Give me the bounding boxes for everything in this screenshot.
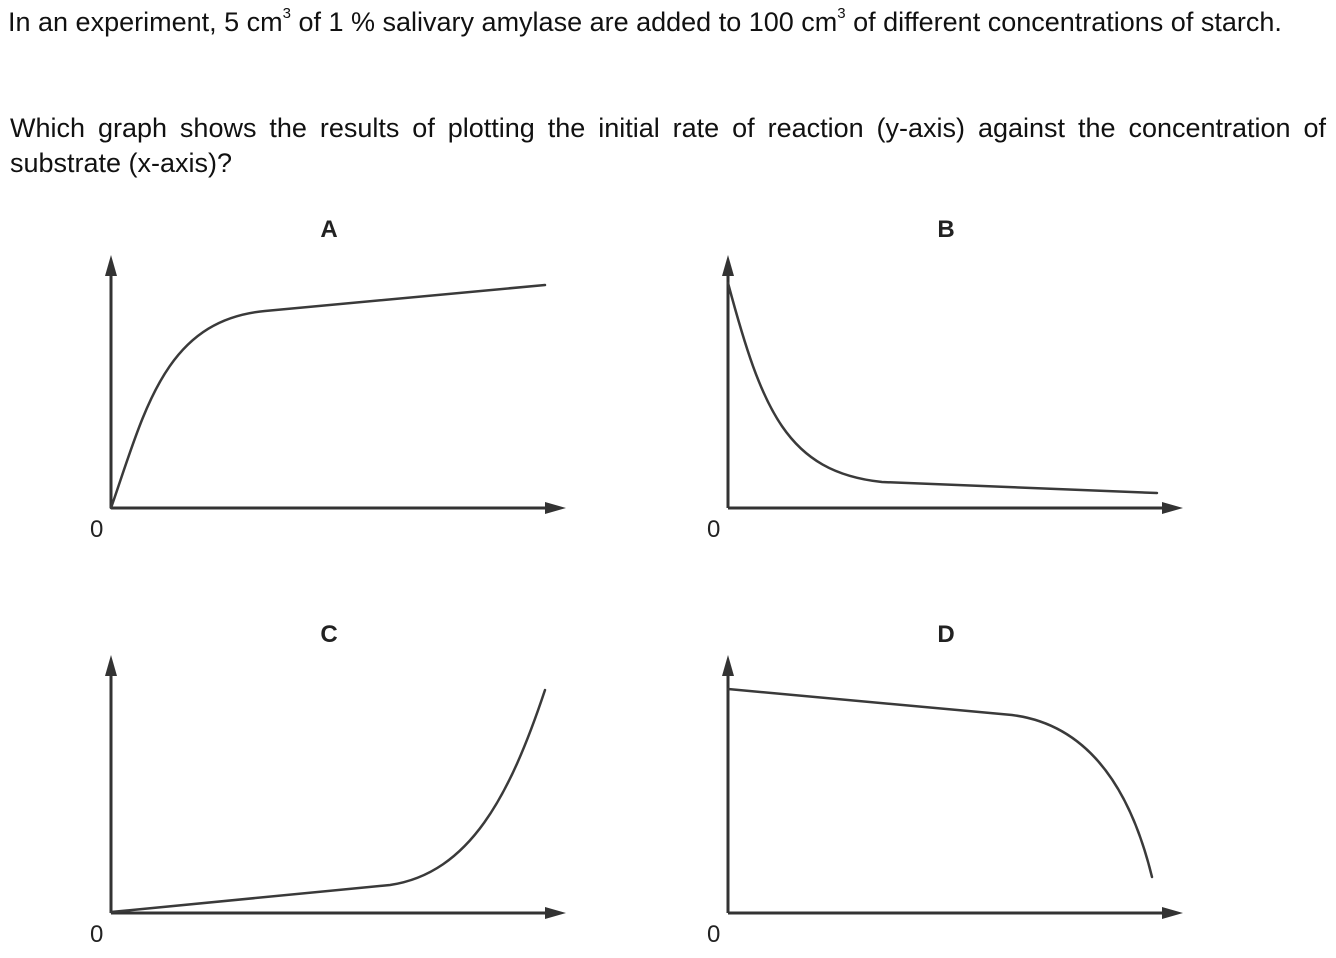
y-axis-arrow — [105, 255, 117, 276]
origin-label-b: 0 — [707, 516, 721, 543]
unit-superscript-1: 3 — [282, 5, 291, 22]
question-prompt: Which graph shows the results of plottin… — [10, 113, 1326, 178]
y-axis-arrow — [722, 655, 734, 676]
unit-superscript-2: 3 — [837, 5, 846, 22]
graph-option-c: C 0 — [0, 615, 600, 948]
x-axis-arrow — [545, 907, 566, 919]
graph-option-d: D 0 — [617, 615, 1217, 948]
graph-label-c: C — [320, 621, 338, 648]
graph-label-b: B — [937, 216, 955, 243]
graph-label-d: D — [937, 621, 955, 648]
x-axis-arrow — [545, 502, 566, 514]
curve-b — [726, 281, 1159, 495]
y-axis-arrow — [105, 655, 117, 676]
intro-text-part2: of 1 % salivary amylase are added to 100… — [290, 7, 838, 37]
curve-a — [109, 283, 547, 510]
origin-label-c: 0 — [90, 921, 104, 948]
question-intro: In an experiment, 5 cm3 of 1 % salivary … — [8, 5, 1326, 40]
origin-label-d: 0 — [707, 921, 721, 948]
origin-label-a: 0 — [90, 516, 104, 543]
intro-text-part3: of different concentrations of starch. — [845, 7, 1282, 37]
y-axis-arrow — [722, 255, 734, 276]
graph-label-a: A — [320, 216, 338, 243]
graph-d-plot — [722, 655, 1183, 919]
intro-text-part1: In an experiment, 5 cm — [8, 7, 283, 37]
graph-c-plot — [105, 655, 566, 919]
curve-d — [726, 687, 1154, 879]
graph-option-a: A 0 — [0, 210, 600, 543]
graph-a-plot — [105, 255, 566, 514]
graph-option-b: B 0 — [617, 210, 1217, 543]
x-axis-arrow — [1162, 502, 1183, 514]
x-axis-arrow — [1162, 907, 1183, 919]
curve-c — [109, 688, 547, 914]
graph-b-plot — [722, 255, 1183, 514]
